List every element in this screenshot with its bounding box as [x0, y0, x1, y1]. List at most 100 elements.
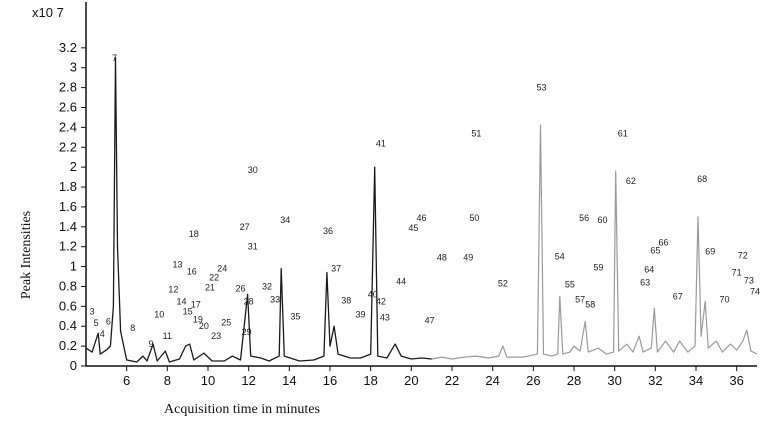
y-tick-label: 1.6	[59, 199, 77, 214]
x-tick-label: 30	[607, 373, 621, 388]
peak-label: 56	[579, 213, 589, 223]
x-tick-label: 26	[526, 373, 540, 388]
x-tick-label: 8	[164, 373, 171, 388]
peak-label: 30	[248, 165, 258, 175]
peak-label: 39	[355, 309, 365, 319]
peak-label: 12	[168, 284, 178, 294]
peak-label: 72	[738, 251, 748, 261]
peak-label: 25	[221, 317, 231, 327]
peak-label: 63	[640, 277, 650, 287]
peak-label: 64	[644, 265, 654, 275]
y-tick-label: 2.8	[59, 80, 77, 95]
peak-label: 70	[719, 294, 729, 304]
y-tick-label: 2	[70, 159, 77, 174]
peak-label: 27	[240, 222, 250, 232]
peak-label: 29	[242, 327, 252, 337]
peak-label: 69	[705, 247, 715, 257]
y-tick-group: 0 0.2 0.4 0.6 0.8 1 1.2 1.4 1.6 1.8 2 2.2 2.4 2.6 2.8 3…	[59, 40, 86, 373]
peak-label: 36	[323, 226, 333, 236]
peak-label: 23	[211, 331, 221, 341]
chromatogram-trace-late	[431, 124, 758, 360]
peak-label: 51	[471, 128, 481, 138]
peak-label: 48	[437, 253, 447, 263]
y-tick-label: 0.2	[59, 338, 77, 353]
peak-label: 65	[650, 246, 660, 256]
peak-label: 59	[593, 263, 603, 273]
peak-label: 20	[199, 321, 209, 331]
peak-label: 66	[658, 238, 668, 248]
peak-label: 24	[217, 264, 227, 274]
y-tick-label: 2.2	[59, 139, 77, 154]
x-tick-group: 6 8 10 12 14 16 18 20 22 24 26 28 30 32 34 36	[123, 366, 744, 388]
peak-label: 67	[673, 291, 683, 301]
peak-label: 35	[290, 311, 300, 321]
peak-label: 6	[106, 316, 111, 326]
peak-label: 11	[163, 331, 172, 341]
peak-label: 44	[396, 276, 406, 286]
peak-label: 5	[94, 318, 99, 328]
y-tick-label: 0	[70, 358, 77, 373]
x-tick-label: 18	[363, 373, 377, 388]
peak-label: 57	[575, 294, 585, 304]
x-axis-title: Acquisition time in minutes	[164, 402, 320, 417]
peak-label: 38	[341, 295, 351, 305]
axes	[85, 2, 757, 367]
peak-label: 7	[112, 53, 117, 63]
x-tick-label: 14	[282, 373, 296, 388]
peak-label: 16	[187, 267, 197, 277]
y-tick-label: 1.4	[59, 219, 77, 234]
x-tick-label: 20	[404, 373, 418, 388]
peak-label: 32	[262, 281, 272, 291]
chromatogram-trace-early	[85, 57, 432, 363]
peak-label: 74	[750, 286, 760, 296]
x-tick-label: 32	[648, 373, 662, 388]
peak-label: 68	[697, 174, 707, 184]
peak-label: 50	[469, 213, 479, 223]
peak-label: 54	[555, 252, 565, 262]
peak-label: 53	[536, 83, 546, 93]
y-tick-label: 2.6	[59, 99, 77, 114]
peak-label: 71	[732, 268, 742, 278]
peak-label: 15	[183, 306, 193, 316]
peak-label: 49	[463, 253, 473, 263]
peak-label-group: 3546789101112131415161718192021222324252…	[90, 53, 760, 349]
x-tick-label: 34	[689, 373, 703, 388]
y-tick-label: 0.8	[59, 278, 77, 293]
y-tick-label: 2.4	[59, 119, 77, 134]
trace-group	[85, 57, 758, 363]
peak-label: 41	[376, 138, 386, 148]
peak-label: 33	[270, 294, 280, 304]
peak-label: 52	[498, 278, 508, 288]
peak-label: 43	[380, 312, 390, 322]
peak-label: 4	[100, 329, 105, 339]
peak-label: 9	[149, 339, 154, 349]
y-tick-label: 3	[70, 60, 77, 75]
y-axis-title: Peak Intensities	[19, 211, 34, 299]
peak-label: 55	[565, 279, 575, 289]
peak-label: 42	[376, 296, 386, 306]
peak-label: 10	[154, 309, 164, 319]
peak-label: 62	[626, 176, 636, 186]
peak-label: 14	[177, 296, 187, 306]
peak-label: 73	[744, 275, 754, 285]
peak-label: 46	[416, 213, 426, 223]
y-tick-label: 3.2	[59, 40, 77, 55]
x-tick-label: 16	[323, 373, 337, 388]
peak-label: 45	[408, 223, 418, 233]
peak-label: 13	[172, 260, 182, 270]
peak-label: 18	[189, 229, 199, 239]
peak-label: 17	[191, 299, 201, 309]
peak-label: 60	[597, 215, 607, 225]
x-tick-label: 24	[485, 373, 499, 388]
peak-label: 34	[280, 215, 290, 225]
peak-label: 31	[248, 242, 258, 252]
peak-label: 19	[193, 314, 203, 324]
peak-label: 28	[244, 296, 254, 306]
y-tick-label: 1	[70, 259, 77, 274]
x-tick-label: 22	[445, 373, 459, 388]
x-tick-label: 6	[123, 373, 130, 388]
y-tick-label: 0.6	[59, 298, 77, 313]
peak-label: 47	[425, 315, 435, 325]
x-tick-label: 10	[201, 373, 215, 388]
y-tick-label: 1.2	[59, 239, 77, 254]
